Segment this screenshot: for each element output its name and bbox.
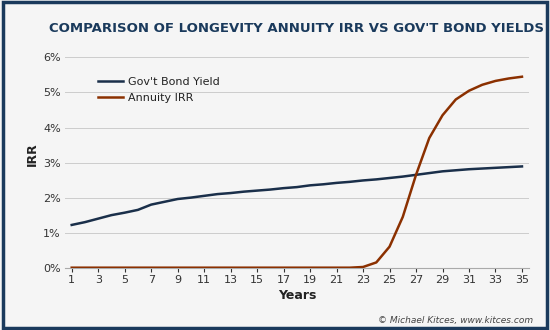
- Gov't Bond Yield: [201, 194, 207, 198]
- Gov't Bond Yield: [439, 169, 446, 173]
- Gov't Bond Yield: [333, 181, 340, 185]
- Annuity IRR: [81, 266, 88, 270]
- Gov't Bond Yield: [188, 196, 194, 200]
- Gov't Bond Yield: [135, 208, 141, 212]
- Annuity IRR: [492, 79, 499, 83]
- Annuity IRR: [386, 245, 393, 248]
- Annuity IRR: [68, 266, 75, 270]
- Annuity IRR: [95, 266, 102, 270]
- Annuity IRR: [267, 266, 274, 270]
- Legend: Gov't Bond Yield, Annuity IRR: Gov't Bond Yield, Annuity IRR: [94, 73, 224, 107]
- Gov't Bond Yield: [214, 192, 221, 196]
- Gov't Bond Yield: [453, 168, 459, 172]
- Gov't Bond Yield: [280, 186, 287, 190]
- Title: COMPARISON OF LONGEVITY ANNUITY IRR VS GOV'T BOND YIELDS: COMPARISON OF LONGEVITY ANNUITY IRR VS G…: [50, 21, 544, 35]
- Annuity IRR: [307, 266, 314, 270]
- Annuity IRR: [227, 266, 234, 270]
- Gov't Bond Yield: [307, 183, 314, 187]
- Gov't Bond Yield: [174, 197, 181, 201]
- Annuity IRR: [214, 266, 221, 270]
- Gov't Bond Yield: [95, 217, 102, 221]
- Text: © Michael Kitces, www.kitces.com: © Michael Kitces, www.kitces.com: [378, 316, 534, 325]
- Annuity IRR: [148, 266, 155, 270]
- Gov't Bond Yield: [386, 176, 393, 180]
- Gov't Bond Yield: [373, 178, 380, 182]
- Gov't Bond Yield: [240, 190, 247, 194]
- Annuity IRR: [466, 89, 472, 93]
- Line: Gov't Bond Yield: Gov't Bond Yield: [72, 166, 522, 225]
- Annuity IRR: [122, 266, 128, 270]
- Annuity IRR: [505, 77, 512, 81]
- Gov't Bond Yield: [294, 185, 300, 189]
- Gov't Bond Yield: [360, 179, 366, 182]
- Gov't Bond Yield: [346, 180, 353, 184]
- Annuity IRR: [294, 266, 300, 270]
- Gov't Bond Yield: [161, 200, 168, 204]
- Annuity IRR: [240, 266, 247, 270]
- Gov't Bond Yield: [320, 182, 327, 186]
- Gov't Bond Yield: [466, 167, 472, 171]
- Annuity IRR: [135, 266, 141, 270]
- Annuity IRR: [426, 136, 432, 140]
- Annuity IRR: [280, 266, 287, 270]
- Gov't Bond Yield: [254, 189, 260, 193]
- Annuity IRR: [346, 266, 353, 270]
- Annuity IRR: [519, 75, 525, 79]
- Y-axis label: IRR: IRR: [26, 142, 39, 166]
- Annuity IRR: [174, 266, 181, 270]
- Annuity IRR: [201, 266, 207, 270]
- Gov't Bond Yield: [81, 220, 88, 224]
- Annuity IRR: [188, 266, 194, 270]
- Gov't Bond Yield: [412, 173, 419, 177]
- Gov't Bond Yield: [148, 203, 155, 207]
- Gov't Bond Yield: [505, 165, 512, 169]
- Annuity IRR: [333, 266, 340, 270]
- Gov't Bond Yield: [399, 175, 406, 179]
- Gov't Bond Yield: [122, 211, 128, 214]
- Annuity IRR: [479, 83, 486, 87]
- Gov't Bond Yield: [479, 167, 486, 171]
- Annuity IRR: [453, 98, 459, 102]
- Gov't Bond Yield: [426, 171, 432, 175]
- X-axis label: Years: Years: [278, 289, 316, 302]
- Annuity IRR: [412, 173, 419, 177]
- Annuity IRR: [399, 215, 406, 219]
- Annuity IRR: [161, 266, 168, 270]
- Annuity IRR: [373, 260, 380, 264]
- Gov't Bond Yield: [108, 213, 115, 217]
- Gov't Bond Yield: [267, 187, 274, 191]
- Annuity IRR: [254, 266, 260, 270]
- Annuity IRR: [439, 113, 446, 117]
- Gov't Bond Yield: [68, 223, 75, 227]
- Gov't Bond Yield: [519, 164, 525, 168]
- Annuity IRR: [360, 265, 366, 269]
- Gov't Bond Yield: [227, 191, 234, 195]
- Annuity IRR: [108, 266, 115, 270]
- Gov't Bond Yield: [492, 166, 499, 170]
- Annuity IRR: [320, 266, 327, 270]
- Line: Annuity IRR: Annuity IRR: [72, 77, 522, 268]
